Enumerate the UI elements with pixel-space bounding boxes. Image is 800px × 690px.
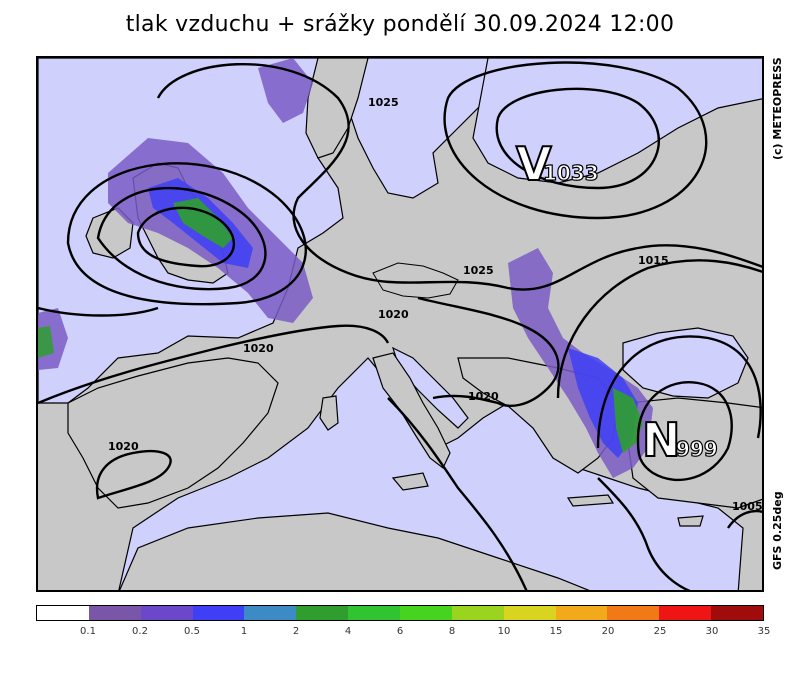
map-canvas: 1025 1025 1020 1020 1020 1020 1015 1005 … xyxy=(38,58,763,590)
legend-label: 8 xyxy=(448,626,456,637)
iberia xyxy=(67,357,279,509)
legend-label: 4 xyxy=(344,626,352,637)
legend-swatch xyxy=(88,606,141,620)
legend-swatch xyxy=(451,606,504,620)
isobar-low-east-2 xyxy=(596,335,762,449)
isobars xyxy=(38,61,762,590)
legend-swatch xyxy=(296,606,349,620)
precipitation-legend xyxy=(36,605,764,621)
legend-swatch xyxy=(37,606,89,620)
isobar-1015 xyxy=(556,259,762,399)
black-sea xyxy=(622,327,749,399)
isobar-high-ring-2 xyxy=(443,61,708,220)
precip-britain-heavy xyxy=(173,198,233,248)
model-label-container: GFS 0.25deg xyxy=(771,491,791,690)
isobar-low-ring-1 xyxy=(96,186,267,291)
legend-swatch xyxy=(140,606,193,620)
legend-swatch xyxy=(244,606,297,620)
isobar-high-ring-1 xyxy=(495,87,660,190)
legend-label: 0.5 xyxy=(184,626,200,637)
white-sea xyxy=(472,58,762,184)
legend-label: 35 xyxy=(757,626,771,637)
high-pressure-letter: V xyxy=(516,137,552,191)
legend-label: 20 xyxy=(601,626,615,637)
precip-greece-heavy xyxy=(613,388,643,453)
legend-swatch xyxy=(348,606,401,620)
isobar-label: 1020 xyxy=(243,342,274,355)
sardinia xyxy=(319,395,339,431)
high-pressure-center: V 1033 xyxy=(515,136,599,192)
isobar-label: 1025 xyxy=(368,96,399,109)
map-title: tlak vzduchu + srážky pondělí 30.09.2024… xyxy=(125,12,675,37)
isobar-label: 1020 xyxy=(108,440,139,453)
legend-swatch xyxy=(555,606,608,620)
north-africa xyxy=(119,512,590,590)
credit-label-container: (c) METEOPRESS xyxy=(771,57,791,270)
legend-swatch xyxy=(503,606,556,620)
low-pressure-center: N 999 xyxy=(641,412,718,468)
isobar-low-ring-3 xyxy=(66,162,307,306)
scandinavia xyxy=(305,58,369,159)
land-masses xyxy=(67,58,762,590)
isobar-label: 1020 xyxy=(468,390,499,403)
isobar-label: 1015 xyxy=(638,254,669,267)
weather-map[interactable]: 1025 1025 1020 1020 1020 1020 1015 1005 … xyxy=(36,56,764,592)
sicily xyxy=(391,472,429,491)
czech-republic-border xyxy=(372,262,459,299)
isobar-1020-iberia xyxy=(95,449,172,500)
credit-label: (c) METEOPRESS xyxy=(771,57,784,160)
isobar-low-east-1 xyxy=(636,381,733,482)
legend-label: 15 xyxy=(549,626,563,637)
isobar-1020-east xyxy=(417,296,560,407)
legend-label: 25 xyxy=(653,626,667,637)
high-pressure-value: 1033 xyxy=(543,161,599,185)
legend-swatch xyxy=(659,606,712,620)
low-pressure-letter: N xyxy=(642,413,681,467)
isobar-1020-central xyxy=(38,324,390,405)
isobar-label: 1025 xyxy=(463,264,494,277)
legend-label: 1 xyxy=(240,626,248,637)
legend-swatch xyxy=(711,606,764,620)
precipitation-legend-labels: 0.1 0.2 0.5 1 2 4 6 8 10 15 20 25 30 35 xyxy=(36,626,770,642)
legend-label: 0.1 xyxy=(80,626,96,637)
legend-swatch xyxy=(400,606,452,620)
legend-label: 30 xyxy=(705,626,719,637)
isobar-1025-north xyxy=(156,63,762,291)
low-pressure-value: 999 xyxy=(676,437,718,461)
isobar-low-ring-2 xyxy=(136,206,235,268)
isobar-south-2 xyxy=(597,477,691,590)
precip-iberia-core xyxy=(38,326,54,358)
legend-label: 2 xyxy=(292,626,300,637)
model-label: GFS 0.25deg xyxy=(771,491,784,570)
crete xyxy=(566,494,615,507)
isobar-label: 1020 xyxy=(378,308,409,321)
legend-label: 6 xyxy=(396,626,404,637)
legend-swatch xyxy=(607,606,660,620)
isobar-label: 1005 xyxy=(732,500,763,513)
isobar-1025-west xyxy=(38,306,159,317)
legend-swatch xyxy=(192,606,245,620)
cyprus xyxy=(677,515,704,527)
legend-label: 0.2 xyxy=(132,626,148,637)
isobar-south-1 xyxy=(387,397,528,590)
isobar-label-group: 1025 1025 1020 1020 1020 1020 1015 1005 xyxy=(108,96,763,513)
legend-label: 10 xyxy=(497,626,511,637)
isobar-1005 xyxy=(727,509,762,529)
